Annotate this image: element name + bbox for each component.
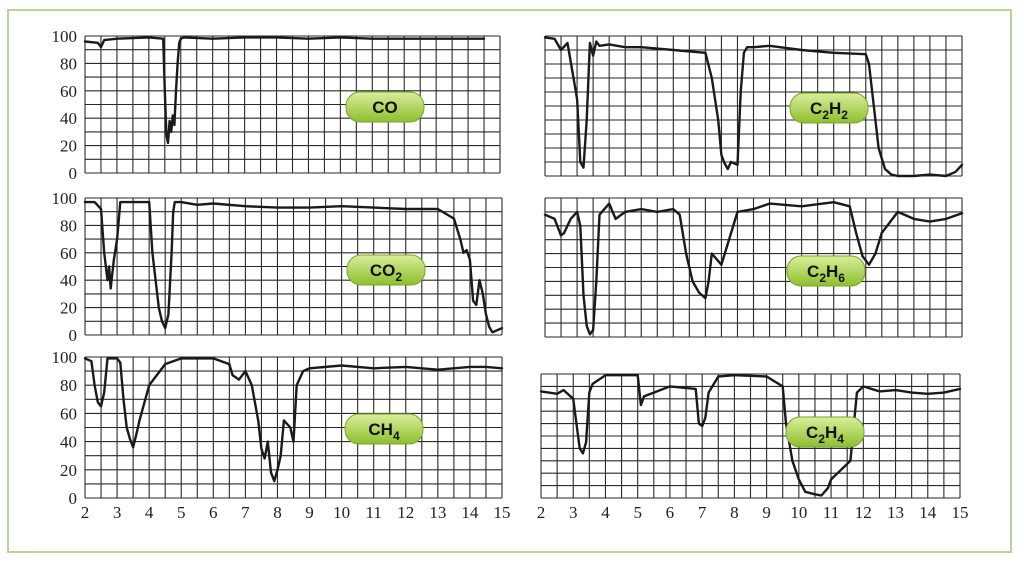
x-tick-label: 4 bbox=[601, 503, 610, 522]
spectrum-line bbox=[543, 200, 964, 336]
spectrum-panel: 0 20 40 60 80 100 CO bbox=[52, 27, 501, 183]
gas-label-part: CH bbox=[368, 420, 393, 439]
gas-label-badge bbox=[789, 92, 869, 124]
x-tick-label: 8 bbox=[273, 503, 282, 522]
gas-label-subscript: 2 bbox=[819, 271, 826, 285]
x-tick-label: 14 bbox=[919, 503, 937, 522]
x-tick-label: 12 bbox=[855, 503, 872, 522]
gas-label: CO2 bbox=[370, 261, 403, 284]
x-tick-label: 2 bbox=[81, 503, 90, 522]
gas-label-badge bbox=[786, 255, 866, 287]
x-tick-label: 5 bbox=[633, 503, 642, 522]
gas-label: CH4 bbox=[368, 420, 400, 443]
y-tick-label: 100 bbox=[52, 27, 78, 46]
gas-label-badge bbox=[346, 254, 426, 286]
x-tick-label: 3 bbox=[569, 503, 578, 522]
gas-label-badge bbox=[345, 91, 425, 123]
y-tick-label: 20 bbox=[60, 299, 77, 318]
gas-label-part: C bbox=[806, 423, 818, 442]
gas-label-part: H bbox=[829, 99, 841, 118]
gas-label-part: C bbox=[810, 99, 822, 118]
y-tick-label: 0 bbox=[69, 326, 78, 345]
spectrum-line bbox=[539, 374, 962, 497]
gas-label-subscript: 4 bbox=[393, 429, 400, 443]
gas-label-part: C bbox=[807, 262, 819, 281]
y-tick-label: 60 bbox=[60, 404, 77, 423]
x-tick-label: 11 bbox=[823, 503, 839, 522]
spectrum-line bbox=[83, 36, 486, 145]
gas-label-part: H bbox=[826, 262, 838, 281]
y-tick-label: 40 bbox=[60, 271, 77, 290]
y-tick-label: 20 bbox=[60, 461, 77, 480]
x-tick-label: 10 bbox=[790, 503, 807, 522]
gas-label-subscript: 6 bbox=[838, 271, 845, 285]
spectrum-line bbox=[83, 357, 504, 483]
y-tick-label: 100 bbox=[52, 189, 78, 208]
y-tick-label: 100 bbox=[52, 348, 78, 367]
spectrum-panel: C2H2 bbox=[543, 35, 964, 178]
y-tick-label: 60 bbox=[60, 244, 77, 263]
gas-label: C2H2 bbox=[810, 99, 848, 122]
x-tick-label: 2 bbox=[537, 503, 546, 522]
gas-label-subscript: 2 bbox=[841, 108, 848, 122]
y-tick-label: 80 bbox=[60, 216, 77, 235]
x-tick-label: 13 bbox=[429, 503, 446, 522]
x-tick-label: 12 bbox=[397, 503, 414, 522]
x-tick-label: 6 bbox=[666, 503, 675, 522]
y-tick-label: 60 bbox=[60, 82, 77, 101]
spectrum-panel: C2H6 bbox=[543, 197, 964, 338]
spectrum-panel: 0 20 40 60 80 100 CO2 bbox=[52, 189, 504, 345]
x-tick-label: 15 bbox=[952, 503, 969, 522]
gas-label: CO bbox=[372, 98, 398, 117]
x-tick-label: 7 bbox=[698, 503, 707, 522]
gas-label: C2H4 bbox=[806, 423, 844, 446]
x-tick-label: 5 bbox=[177, 503, 186, 522]
x-tick-label: 13 bbox=[887, 503, 904, 522]
y-tick-label: 80 bbox=[60, 376, 77, 395]
x-tick-label: 7 bbox=[241, 503, 250, 522]
gas-label-part: H bbox=[825, 423, 837, 442]
x-tick-label: 10 bbox=[333, 503, 350, 522]
y-tick-label: 40 bbox=[60, 109, 77, 128]
gas-label-badge bbox=[344, 413, 424, 445]
spectrum-line bbox=[543, 36, 964, 178]
gas-label-subscript: 2 bbox=[395, 270, 402, 284]
y-tick-label: 40 bbox=[60, 433, 77, 452]
x-tick-label: 8 bbox=[730, 503, 739, 522]
y-tick-label: 20 bbox=[60, 137, 77, 156]
spectrum-line bbox=[83, 200, 504, 334]
gas-label-part: CO bbox=[370, 261, 396, 280]
x-tick-label: 3 bbox=[113, 503, 122, 522]
y-tick-label: 80 bbox=[60, 54, 77, 73]
x-tick-label: 9 bbox=[762, 503, 771, 522]
gas-label-subscript: 4 bbox=[837, 432, 844, 446]
x-tick-label: 4 bbox=[145, 503, 154, 522]
gas-label-subscript: 2 bbox=[818, 432, 825, 446]
gas-label: C2H6 bbox=[807, 262, 845, 285]
x-tick-label: 11 bbox=[366, 503, 382, 522]
gas-label-subscript: 2 bbox=[822, 108, 829, 122]
x-tick-label: 6 bbox=[209, 503, 218, 522]
x-tick-label: 9 bbox=[305, 503, 314, 522]
gas-label-badge bbox=[785, 416, 865, 448]
y-tick-label: 0 bbox=[69, 164, 78, 183]
x-tick-label: 14 bbox=[461, 503, 479, 522]
x-tick-label: 15 bbox=[494, 503, 511, 522]
gas-label-part: CO bbox=[372, 98, 398, 117]
y-tick-label: 0 bbox=[69, 489, 78, 508]
